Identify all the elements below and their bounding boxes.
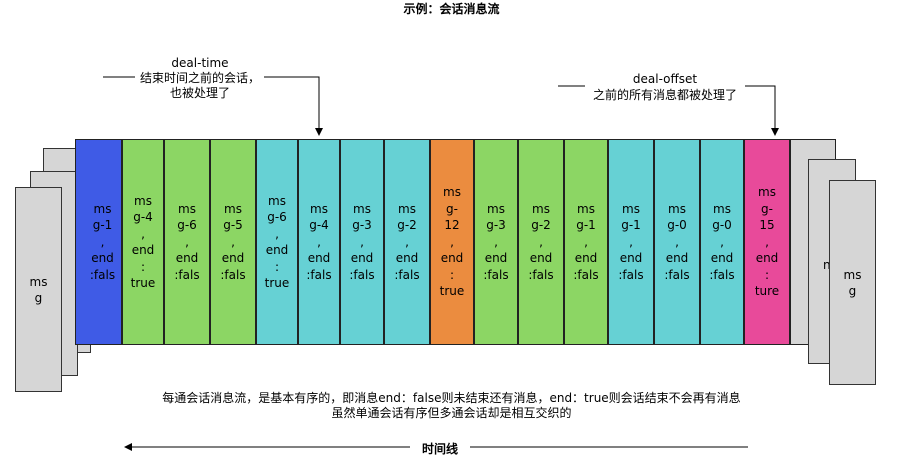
message-cell-text: ms g-6 , end : true [264,193,290,291]
message-cell-text: ms g-4 , end :fals [306,201,332,282]
message-cell: ms g-2 , end :fals [384,139,430,345]
message-cell-text: ms g-3 , end :fals [483,201,509,282]
message-cell-text: ms g-3 , end :fals [349,201,375,282]
timeline-label: 时间线 [410,440,470,457]
deal-time-arrow [264,76,323,136]
message-cell-text: ms g- 15 , end : ture [754,185,780,299]
deal-offset-label: deal-offset [632,72,698,86]
message-cell: ms g-3 , end :fals [340,139,384,345]
message-cell-text: ms g-1 , end :fals [573,201,599,282]
message-cell: ms g- 12 , end : true [430,139,474,345]
right-stack-front-text: ms g [843,267,862,298]
deal-time-text-line1: 结束时间之前的会话， [139,71,260,85]
message-cell: ms g-3 , end :fals [474,139,518,345]
deal-time-text-line2: 也被处理了 [169,86,230,100]
deal-time-label: deal-time [171,56,229,70]
message-cell-blue: ms g-1 , end :fals [75,139,122,345]
message-cell-text: ms g-2 , end :fals [394,201,420,282]
message-cell: ms g-4 , end :fals [298,139,340,345]
message-cell: ms g- 15 , end : ture [744,139,790,345]
message-cell-text: ms g- 12 , end : true [439,185,465,299]
message-cell: ms g-6 , end : true [256,139,298,345]
message-cell: ms g-2 , end :fals [518,139,564,345]
deal-offset-text: 之前的所有消息都被处理了 [592,88,737,102]
message-cell-text: ms g-2 , end :fals [528,201,554,282]
message-cell-text: ms g-4 , end : true [130,193,156,291]
message-cell: ms g-4 , end : true [122,139,164,345]
deal-offset-arrow [745,85,779,136]
description-line1: 每通会话消息流，是基本有序的，即消息end：false则未结束还有消息，end：… [162,391,741,405]
left-stack-front: ms g [15,187,62,392]
message-cell-text: ms g-0 , end :fals [709,201,735,282]
message-cell: ms g-0 , end :fals [700,139,744,345]
message-cell-text: ms g-5 , end :fals [220,201,246,282]
diagram-title: 示例：会话消息流 [403,2,500,16]
message-cell-text: ms g-0 , end :fals [664,201,690,282]
right-stack-partial-text: n [823,258,831,272]
message-cell-blue-text: ms g-1 , end :fals [89,201,116,282]
message-cell-text: ms g-1 , end :fals [618,201,644,282]
message-cell: ms g-5 , end :fals [210,139,256,345]
message-cell: ms g-6 , end :fals [164,139,210,345]
description-line2: 虽然单通会话有序但多通会话却是相互交织的 [331,406,572,420]
left-stack-front-text: ms g [29,274,48,305]
message-cell: ms g-1 , end :fals [608,139,654,345]
right-stack-front: ms g [829,180,876,385]
message-cell: ms g-1 , end :fals [564,139,608,345]
message-cell: ms g-0 , end :fals [654,139,700,345]
message-cell-text: ms g-6 , end :fals [174,201,200,282]
